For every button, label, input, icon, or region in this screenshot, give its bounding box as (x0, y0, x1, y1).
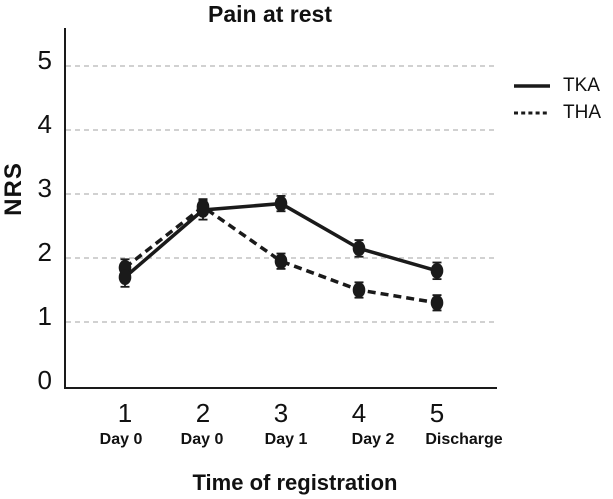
tha-marker (430, 295, 444, 311)
tka-solid-line-swatch (514, 83, 550, 88)
tha-marker (352, 282, 366, 298)
tka-marker (118, 269, 132, 286)
tha-dashed-line-swatch (514, 111, 550, 114)
legend-item-tka: TKA (514, 72, 601, 99)
x-sub-label: Day 2 (352, 431, 395, 448)
y-tick-label: 2 (38, 237, 52, 267)
x-sub-label: Day 1 (265, 431, 308, 448)
legend: TKA THA (514, 72, 601, 126)
x-sub-label: Discharge (425, 431, 502, 448)
x-sub-label: Day 0 (181, 431, 224, 448)
legend-label-tka: TKA (563, 75, 600, 96)
x-tick-label: 4 (352, 398, 366, 428)
x-tick-label: 2 (196, 398, 210, 428)
tka-marker (196, 202, 210, 218)
tha-line (123, 204, 438, 305)
y-tick-label: 3 (38, 173, 52, 203)
x-tick-label: 5 (430, 398, 444, 428)
y-tick-label: 0 (38, 365, 52, 395)
chart-title: Pain at rest (208, 1, 332, 27)
tha-marker (274, 253, 288, 269)
y-tick-label: 1 (38, 301, 52, 331)
y-tick-label: 5 (38, 45, 52, 75)
tka-marker (430, 263, 444, 279)
x-axis-label: Time of registration (192, 470, 398, 495)
legend-item-tha: THA (514, 99, 601, 126)
y-tick-label: 4 (38, 109, 52, 139)
tka-marker (352, 240, 366, 257)
x-tick-label: 1 (118, 398, 132, 428)
tka-marker (274, 195, 288, 212)
legend-label-tha: THA (563, 102, 601, 123)
x-sub-label: Day 0 (100, 431, 143, 448)
x-tick-label: 3 (274, 398, 288, 428)
